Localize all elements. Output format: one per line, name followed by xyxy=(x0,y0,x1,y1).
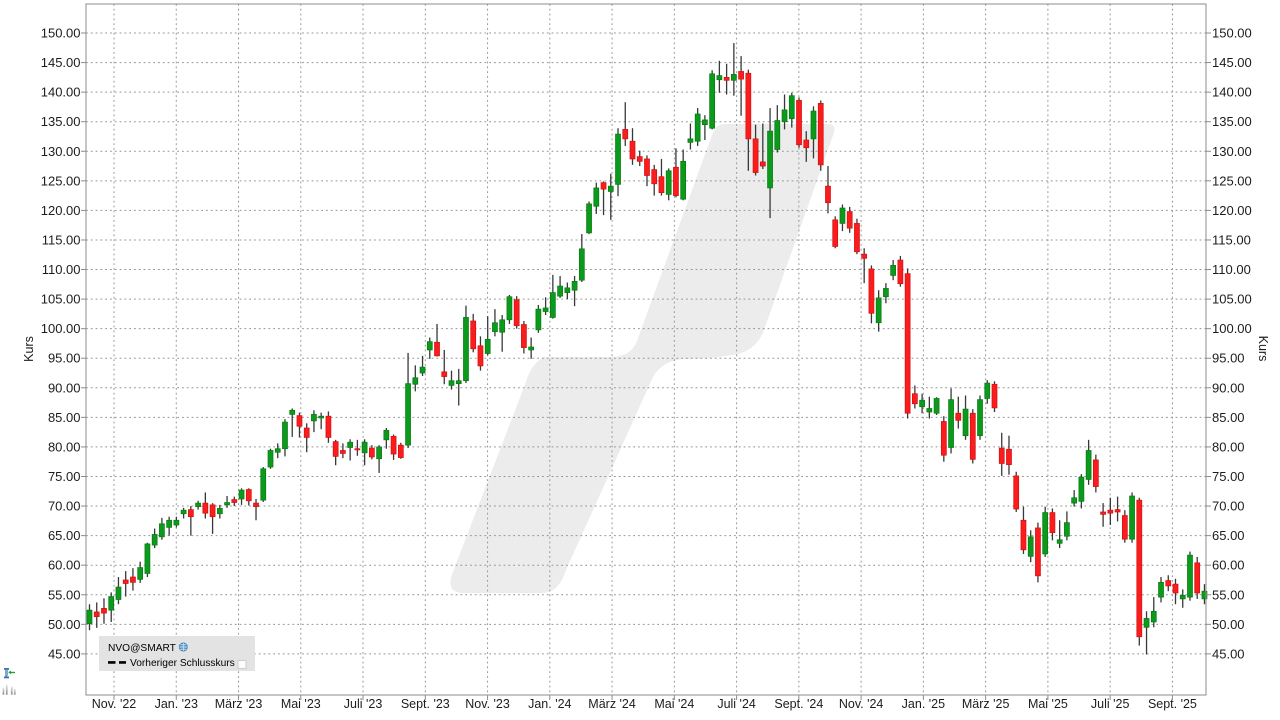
svg-text:115.00: 115.00 xyxy=(1212,232,1251,247)
svg-text:75.00: 75.00 xyxy=(48,469,81,484)
svg-text:NVO@SMART: NVO@SMART xyxy=(108,643,176,654)
svg-text:Jan. '25: Jan. '25 xyxy=(902,697,945,711)
svg-text:März '25: März '25 xyxy=(962,697,1010,711)
svg-text:110.00: 110.00 xyxy=(1212,262,1251,277)
svg-text:130.00: 130.00 xyxy=(1212,144,1252,159)
svg-text:140.00: 140.00 xyxy=(41,85,81,100)
svg-text:105.00: 105.00 xyxy=(1212,292,1252,307)
svg-text:50.00: 50.00 xyxy=(48,617,81,632)
svg-text:95.00: 95.00 xyxy=(1212,351,1245,366)
svg-text:Sept. '24: Sept. '24 xyxy=(774,697,823,711)
svg-text:70.00: 70.00 xyxy=(1212,499,1245,514)
svg-text:70.00: 70.00 xyxy=(48,499,81,514)
svg-text:Juli '23: Juli '23 xyxy=(344,697,383,711)
svg-text:45.00: 45.00 xyxy=(48,646,81,661)
svg-text:55.00: 55.00 xyxy=(48,587,81,602)
svg-text:Vorheriger Schlusskurs: Vorheriger Schlusskurs xyxy=(130,658,235,669)
svg-text:55.00: 55.00 xyxy=(1212,587,1245,602)
svg-text:März '23: März '23 xyxy=(215,697,263,711)
svg-text:Juli '24: Juli '24 xyxy=(717,697,756,711)
svg-text:145.00: 145.00 xyxy=(1212,55,1252,70)
svg-text:Nov. '23: Nov. '23 xyxy=(465,697,510,711)
svg-text:150.00: 150.00 xyxy=(1212,26,1252,41)
svg-text:85.00: 85.00 xyxy=(1212,410,1245,425)
svg-text:105.00: 105.00 xyxy=(41,292,81,307)
svg-text:125.00: 125.00 xyxy=(41,173,81,188)
svg-text:Mai '25: Mai '25 xyxy=(1028,697,1068,711)
svg-text:90.00: 90.00 xyxy=(48,380,81,395)
svg-text:Jan. '24: Jan. '24 xyxy=(528,697,571,711)
svg-text:Mai '23: Mai '23 xyxy=(281,697,321,711)
svg-text:45.00: 45.00 xyxy=(1212,646,1245,661)
svg-text:75.00: 75.00 xyxy=(1212,469,1245,484)
svg-text:März '24: März '24 xyxy=(588,697,636,711)
svg-text:Kurs: Kurs xyxy=(22,336,36,362)
svg-text:95.00: 95.00 xyxy=(48,351,81,366)
svg-text:Kurs: Kurs xyxy=(1256,336,1270,362)
svg-text:Nov. '24: Nov. '24 xyxy=(839,697,884,711)
svg-text:50.00: 50.00 xyxy=(1212,617,1245,632)
svg-text:120.00: 120.00 xyxy=(1212,203,1252,218)
svg-text:115.00: 115.00 xyxy=(42,232,81,247)
svg-text:135.00: 135.00 xyxy=(1212,114,1252,129)
svg-text:Jan. '23: Jan. '23 xyxy=(155,697,198,711)
svg-text:100.00: 100.00 xyxy=(1212,321,1252,336)
svg-text:80.00: 80.00 xyxy=(48,439,81,454)
svg-text:60.00: 60.00 xyxy=(48,558,81,573)
svg-text:80.00: 80.00 xyxy=(1212,439,1245,454)
svg-text:125.00: 125.00 xyxy=(1212,173,1252,188)
svg-text:Mai '24: Mai '24 xyxy=(654,697,694,711)
svg-text:Nov. '22: Nov. '22 xyxy=(92,697,137,711)
svg-text:65.00: 65.00 xyxy=(48,528,81,543)
svg-text:110.00: 110.00 xyxy=(42,262,81,277)
svg-text:120.00: 120.00 xyxy=(41,203,81,218)
svg-text:145.00: 145.00 xyxy=(41,55,81,70)
svg-text:60.00: 60.00 xyxy=(1212,558,1245,573)
svg-text:Sept. '25: Sept. '25 xyxy=(1148,697,1197,711)
svg-text:90.00: 90.00 xyxy=(1212,380,1245,395)
svg-text:130.00: 130.00 xyxy=(41,144,81,159)
svg-text:Juli '25: Juli '25 xyxy=(1091,697,1130,711)
svg-text:150.00: 150.00 xyxy=(41,26,81,41)
svg-text:140.00: 140.00 xyxy=(1212,85,1252,100)
svg-text:135.00: 135.00 xyxy=(41,114,81,129)
svg-text:65.00: 65.00 xyxy=(1212,528,1245,543)
svg-text:Sept. '23: Sept. '23 xyxy=(401,697,450,711)
svg-text:100.00: 100.00 xyxy=(41,321,81,336)
svg-text:85.00: 85.00 xyxy=(48,410,81,425)
